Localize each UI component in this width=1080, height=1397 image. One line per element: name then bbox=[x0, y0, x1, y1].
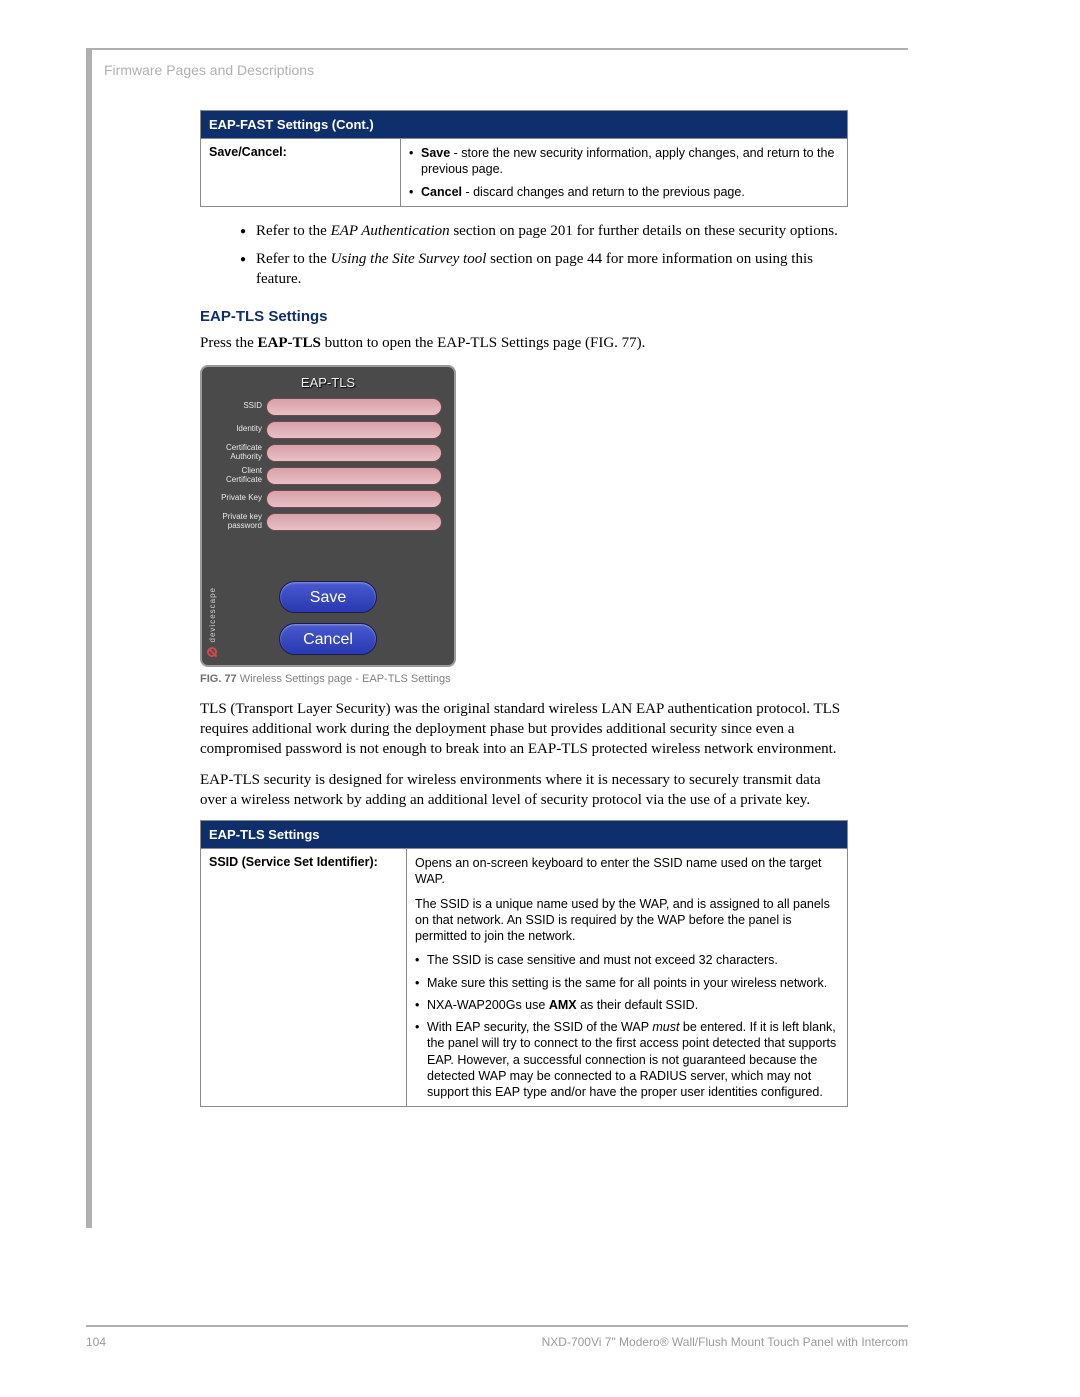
field-label: SSID bbox=[208, 402, 266, 411]
section-heading: EAP-TLS Settings bbox=[200, 308, 848, 325]
eap-fast-header: EAP-FAST Settings (Cont.) bbox=[201, 111, 848, 139]
eap-fast-row-label: Save/Cancel: bbox=[201, 139, 401, 207]
page-rule-top bbox=[86, 48, 908, 50]
table-paragraph: Opens an on-screen keyboard to enter the… bbox=[415, 855, 839, 888]
save-button[interactable]: Save bbox=[279, 581, 377, 613]
field-label: Certificate Authority bbox=[208, 444, 266, 462]
eap-tls-table: EAP-TLS Settings SSID (Service Set Ident… bbox=[200, 820, 848, 1107]
eap-fast-bullet: Cancel - discard changes and return to t… bbox=[409, 184, 839, 200]
table-bullet: NXA-WAP200Gs use AMX as their default SS… bbox=[415, 997, 839, 1013]
field-label: Client Certificate bbox=[208, 467, 266, 485]
device-panel-title: EAP-TLS bbox=[208, 375, 448, 390]
section-intro: Press the EAP-TLS button to open the EAP… bbox=[200, 333, 848, 353]
reference-item: Refer to the EAP Authentication section … bbox=[200, 221, 848, 241]
cancel-button[interactable]: Cancel bbox=[279, 623, 377, 655]
table-bullet: With EAP security, the SSID of the WAP m… bbox=[415, 1019, 839, 1100]
page-number: 104 bbox=[86, 1335, 106, 1349]
client-cert-input[interactable] bbox=[266, 467, 442, 485]
reference-item: Refer to the Using the Site Survey tool … bbox=[200, 249, 848, 290]
page-content: EAP-FAST Settings (Cont.) Save/Cancel: S… bbox=[200, 110, 848, 1121]
eap-fast-row-desc: Save - store the new security informatio… bbox=[401, 139, 848, 207]
eap-tls-row-desc: Opens an on-screen keyboard to enter the… bbox=[407, 849, 848, 1107]
identity-input[interactable] bbox=[266, 421, 442, 439]
table-paragraph: The SSID is a unique name used by the WA… bbox=[415, 896, 839, 945]
field-label: Private key password bbox=[208, 513, 266, 531]
table-bullet: The SSID is case sensitive and must not … bbox=[415, 952, 839, 968]
table-bullet: Make sure this setting is the same for a… bbox=[415, 975, 839, 991]
body-paragraph: EAP-TLS security is designed for wireles… bbox=[200, 770, 848, 811]
eap-fast-table: EAP-FAST Settings (Cont.) Save/Cancel: S… bbox=[200, 110, 848, 207]
page-header-breadcrumb: Firmware Pages and Descriptions bbox=[104, 62, 314, 78]
body-paragraph: TLS (Transport Layer Security) was the o… bbox=[200, 699, 848, 760]
device-brand-text: devicescape bbox=[208, 587, 217, 642]
device-brand-rail: devicescape bbox=[205, 537, 219, 657]
page-border-left bbox=[86, 48, 92, 1228]
ssid-input[interactable] bbox=[266, 398, 442, 416]
field-label: Private Key bbox=[208, 494, 266, 503]
field-label: Identity bbox=[208, 425, 266, 434]
private-key-password-input[interactable] bbox=[266, 513, 442, 531]
eap-tls-row-label: SSID (Service Set Identifier): bbox=[201, 849, 407, 1107]
eap-tls-header: EAP-TLS Settings bbox=[201, 821, 848, 849]
figure-77: devicescape EAP-TLS SSID Identity Certif… bbox=[200, 365, 848, 685]
cert-authority-input[interactable] bbox=[266, 444, 442, 462]
power-icon bbox=[207, 647, 217, 657]
reference-list: Refer to the EAP Authentication section … bbox=[200, 221, 848, 290]
page-footer: 104 NXD-700Vi 7" Modero® Wall/Flush Moun… bbox=[86, 1325, 908, 1349]
doc-title: NXD-700Vi 7" Modero® Wall/Flush Mount To… bbox=[542, 1335, 908, 1349]
private-key-input[interactable] bbox=[266, 490, 442, 508]
figure-caption: FIG. 77 Wireless Settings page - EAP-TLS… bbox=[200, 673, 848, 685]
device-panel: devicescape EAP-TLS SSID Identity Certif… bbox=[200, 365, 456, 667]
eap-fast-bullet: Save - store the new security informatio… bbox=[409, 145, 839, 178]
